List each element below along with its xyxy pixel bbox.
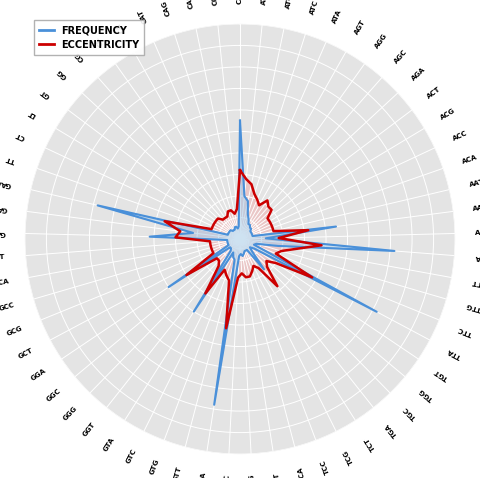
Polygon shape <box>97 121 395 405</box>
Text: TCA: TCA <box>297 466 307 478</box>
Text: CAT: CAT <box>137 8 148 24</box>
Text: TGG: TGG <box>419 387 435 402</box>
Text: TAA: TAA <box>198 471 207 478</box>
Text: TCG: TCG <box>342 448 355 465</box>
Text: ACC: ACC <box>452 130 468 142</box>
Text: GGG: GGG <box>62 405 79 421</box>
Text: TAT: TAT <box>273 472 281 478</box>
Legend: FREQUENCY, ECCENTRICITY: FREQUENCY, ECCENTRICITY <box>34 20 144 55</box>
Text: GAC: GAC <box>0 204 7 212</box>
Text: CAA: CAA <box>237 0 243 4</box>
Text: CCA: CCA <box>211 0 219 5</box>
Text: ACG: ACG <box>440 107 457 120</box>
Polygon shape <box>165 170 322 328</box>
Text: GAA: GAA <box>0 178 12 188</box>
Text: AGT: AGT <box>353 19 366 36</box>
Text: ACT: ACT <box>426 86 443 100</box>
Text: GGC: GGC <box>45 387 61 402</box>
Text: ATC: ATC <box>309 0 319 15</box>
Text: AAC: AAC <box>475 229 480 236</box>
Text: TTC: TTC <box>457 325 473 336</box>
Text: TGA: TGA <box>384 422 398 438</box>
Text: GAT: GAT <box>0 254 6 261</box>
Text: GTT: GTT <box>173 466 183 478</box>
Text: CT: CT <box>14 131 26 141</box>
Text: TGT: TGT <box>433 368 450 381</box>
Text: TTG: TTG <box>465 302 480 312</box>
Text: ATG: ATG <box>285 0 294 10</box>
Text: ATT: ATT <box>261 0 269 5</box>
Text: LT: LT <box>26 109 36 119</box>
Text: GGA: GGA <box>30 368 47 382</box>
Text: ACA: ACA <box>461 154 478 164</box>
Text: GTG: GTG <box>149 458 160 475</box>
Text: CG: CG <box>74 50 85 63</box>
Text: TTA: TTA <box>446 347 463 359</box>
Text: GG: GG <box>55 68 68 80</box>
Text: CAC: CAC <box>186 0 195 10</box>
Text: GTA: GTA <box>103 436 116 452</box>
Text: TCC: TCC <box>320 458 331 475</box>
Text: TTT: TTT <box>471 278 480 287</box>
Text: AGC: AGC <box>393 48 408 65</box>
Text: AGA: AGA <box>410 66 426 82</box>
Text: TCT: TCT <box>364 436 377 452</box>
Text: GCT: GCT <box>17 347 34 359</box>
Text: ATA: ATA <box>332 8 343 24</box>
Text: AAG: AAG <box>472 204 480 212</box>
Text: AGG: AGG <box>373 33 388 50</box>
Text: GCA: GCA <box>0 278 10 287</box>
Text: AAT: AAT <box>468 178 480 188</box>
Text: TGC: TGC <box>402 405 417 421</box>
Text: GCC: GCC <box>0 302 15 312</box>
Text: AAA: AAA <box>474 254 480 261</box>
Text: GGT: GGT <box>82 421 96 438</box>
Text: TAG: TAG <box>249 474 256 478</box>
Text: GTC: GTC <box>125 448 138 465</box>
Text: GAG: GAG <box>0 229 6 236</box>
Text: GCG: GCG <box>6 325 24 337</box>
Text: CC: CC <box>94 35 105 47</box>
Text: GT: GT <box>39 87 52 98</box>
Text: TAC: TAC <box>224 474 231 478</box>
Text: CAG: CAG <box>161 0 171 16</box>
Text: CA: CA <box>115 22 125 33</box>
Text: TT: TT <box>5 155 16 163</box>
